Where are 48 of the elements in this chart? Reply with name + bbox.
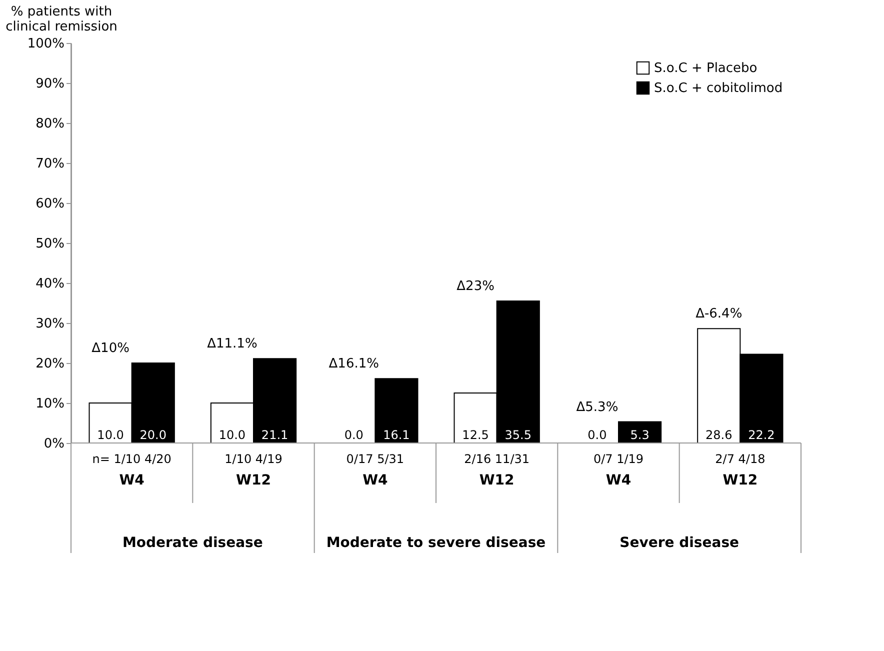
text: n= 1/10 4/20 — [92, 452, 172, 466]
text: Moderate disease — [122, 535, 263, 551]
text: 0/7 1/19 — [593, 452, 644, 466]
annotation: Δ10% — [92, 341, 130, 356]
bar — [374, 378, 418, 444]
annotation: Δ23% — [456, 279, 494, 294]
text: Severe disease — [620, 535, 740, 551]
x-tick-label: W12 — [479, 472, 514, 488]
annotation: Δ16.1% — [328, 356, 379, 372]
y-tick-label: 50% — [36, 236, 64, 252]
y-tick-label: 20% — [36, 356, 64, 372]
y-tick-label: 60% — [36, 196, 64, 212]
y-tick-label: 10% — [36, 396, 64, 412]
x-tick-label: W4 — [119, 472, 145, 488]
data-label: 21.1 — [261, 428, 288, 442]
text: 2/16 11/31 — [464, 452, 530, 466]
data-label: 12.5 — [462, 428, 489, 442]
annotation: Δ11.1% — [207, 336, 258, 352]
annotation: Δ-6.4% — [696, 306, 742, 322]
y-tick-label: 70% — [36, 156, 64, 172]
legend-label: S.o.C + Placebo — [654, 61, 758, 76]
y-tick-label: 30% — [36, 316, 64, 332]
x-tick-label: W12 — [722, 472, 758, 488]
y-axis-title: % patients with clinical remission — [6, 4, 118, 34]
y-tick-label: 80% — [36, 116, 64, 132]
data-label: 28.6 — [706, 428, 732, 442]
data-label: 0.0 — [344, 428, 364, 442]
annotation: Δ5.3% — [576, 400, 618, 415]
y-tick-label: 90% — [36, 76, 64, 92]
text: 1/10 4/19 — [224, 452, 282, 466]
x-tick-label: W12 — [236, 472, 271, 488]
y-tick-label: 0% — [44, 436, 64, 452]
x-tick-label: W4 — [362, 472, 388, 488]
data-label: 5.3 — [630, 428, 650, 442]
data-label: 16.1 — [383, 428, 410, 442]
legend-label: S.o.C + cobitolimod — [654, 81, 783, 96]
data-label: 10.0 — [218, 428, 246, 442]
data-label: 10.0 — [97, 428, 124, 442]
data-label: 0.0 — [588, 428, 607, 442]
x-tick-label: W4 — [606, 472, 632, 488]
text: Moderate to severe disease — [326, 535, 546, 551]
y-tick-label: 40% — [36, 276, 64, 292]
data-label: 22.2 — [748, 428, 775, 442]
data-label: 20.0 — [140, 428, 166, 442]
data-label: 35.5 — [504, 428, 532, 442]
text: 2/7 4/18 — [715, 452, 766, 466]
y-tick-label: 100% — [27, 36, 64, 52]
text: 0/17 5/31 — [346, 452, 404, 466]
